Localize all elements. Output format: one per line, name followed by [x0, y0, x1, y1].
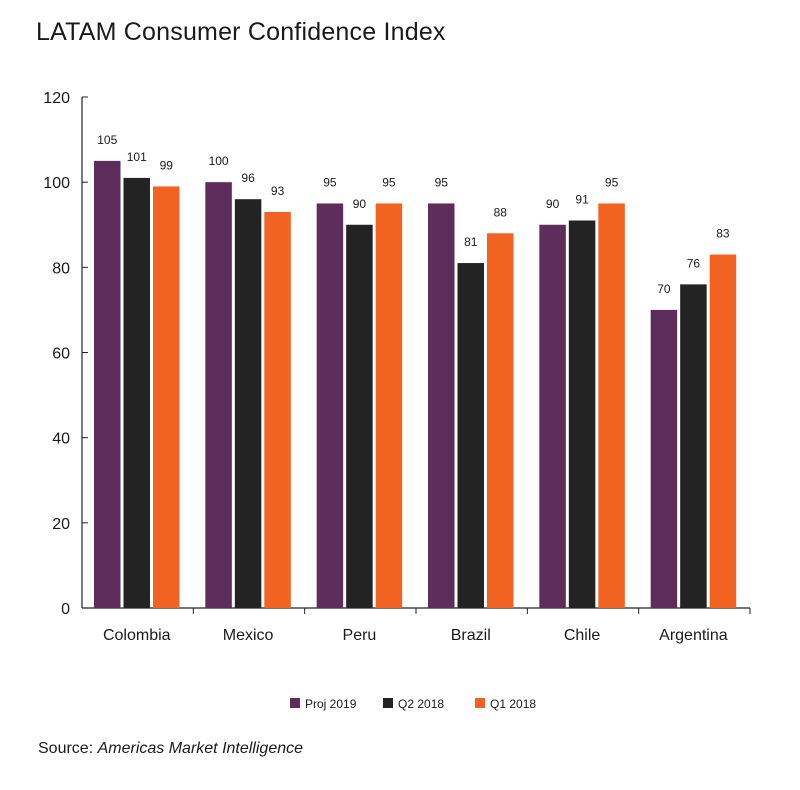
source-name: Americas Market Intelligence — [97, 740, 304, 757]
x-tick-label: Argentina — [659, 627, 728, 644]
source-label: Source: — [38, 740, 94, 757]
bar-value-label: 96 — [241, 171, 255, 185]
legend-label: Q2 2018 — [398, 697, 444, 711]
bar — [94, 160, 121, 608]
legend-swatch — [383, 698, 393, 708]
x-tick-label: Peru — [343, 627, 377, 644]
bar — [428, 203, 455, 609]
y-tick-label: 40 — [52, 431, 70, 448]
bar — [316, 203, 344, 609]
bar — [264, 211, 291, 608]
bar-value-label: 91 — [575, 192, 589, 206]
bar — [598, 203, 625, 609]
bar-value-label: 95 — [435, 175, 449, 189]
y-tick-label: 120 — [43, 90, 70, 107]
bar — [123, 177, 150, 609]
bar-value-label: 95 — [605, 175, 619, 189]
legend-swatch — [475, 698, 485, 708]
x-tick-label: Mexico — [223, 627, 274, 644]
legend-label: Q1 2018 — [490, 697, 536, 711]
bar-value-label: 95 — [323, 175, 337, 189]
bar-value-label: 88 — [494, 205, 508, 219]
source-note: Source: Americas Market Intelligence — [38, 740, 303, 758]
chart-title: LATAM Consumer Confidence Index — [36, 18, 446, 46]
bar-value-label: 93 — [271, 184, 285, 198]
bar — [568, 220, 596, 608]
legend-label: Proj 2019 — [305, 697, 357, 711]
x-tick-label: Colombia — [103, 627, 171, 644]
bar-value-label: 76 — [687, 256, 701, 270]
bar — [457, 263, 484, 608]
legend-swatch — [290, 698, 300, 708]
bar — [375, 203, 403, 609]
bar-value-label: 70 — [657, 282, 671, 296]
x-tick-label: Chile — [564, 627, 601, 644]
bar-value-label: 105 — [97, 133, 117, 147]
y-tick-label: 100 — [43, 175, 70, 192]
bar — [650, 309, 678, 608]
bar-value-label: 101 — [127, 150, 147, 164]
bar — [709, 254, 737, 608]
bar — [487, 233, 514, 608]
bar — [205, 182, 232, 608]
bar-value-label: 90 — [546, 197, 560, 211]
bar-value-label: 99 — [160, 158, 174, 172]
bar — [234, 199, 262, 608]
y-tick-label: 60 — [52, 346, 70, 363]
bar — [539, 224, 566, 608]
bar-value-label: 90 — [353, 197, 367, 211]
y-tick-label: 20 — [52, 516, 70, 533]
bar-value-label: 81 — [464, 235, 478, 249]
y-tick-label: 80 — [52, 260, 70, 277]
bar-value-label: 100 — [209, 154, 229, 168]
bar-value-label: 83 — [716, 227, 730, 241]
y-tick-label: 0 — [61, 601, 70, 618]
bar-value-label: 95 — [382, 175, 396, 189]
bar — [153, 186, 180, 609]
x-tick-label: Brazil — [451, 627, 491, 644]
bar — [680, 284, 707, 608]
bar — [346, 224, 373, 608]
